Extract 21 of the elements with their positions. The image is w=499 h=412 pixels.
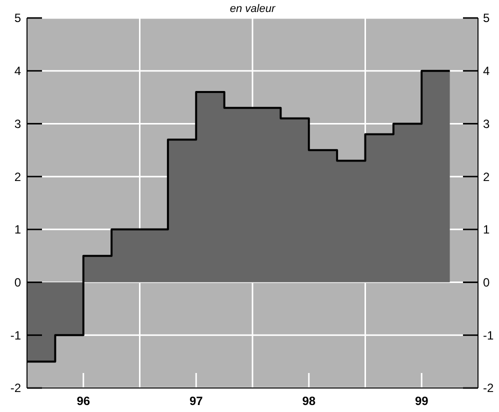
y2-tick-label: 2	[483, 170, 490, 184]
y2-tick-label: 0	[483, 275, 490, 290]
y-tick-label: 1	[14, 222, 22, 237]
x-tick-label: 96	[76, 394, 90, 408]
y-tick-label: 0	[14, 275, 22, 290]
x-tick-label: 97	[189, 394, 204, 408]
y-tick-label: 4	[14, 64, 22, 78]
y2-tick-label: 5	[483, 11, 490, 26]
y-tick-label: 3	[14, 116, 22, 131]
y-tick-label: 2	[14, 170, 22, 184]
y-tick-label: -1	[10, 328, 22, 342]
y-tick-label: -2	[10, 381, 22, 396]
y2-tick-label: 4	[483, 64, 490, 78]
y2-tick-label: 3	[483, 116, 490, 131]
chart-title: en valeur	[230, 3, 276, 15]
x-tick-label: 99	[414, 394, 429, 408]
y2-tick-label: -1	[483, 328, 494, 342]
x-tick-label: 98	[302, 394, 316, 408]
y-tick-label: 5	[14, 11, 22, 26]
y2-tick-label: 1	[483, 222, 490, 237]
y2-tick-label: -2	[483, 381, 494, 396]
